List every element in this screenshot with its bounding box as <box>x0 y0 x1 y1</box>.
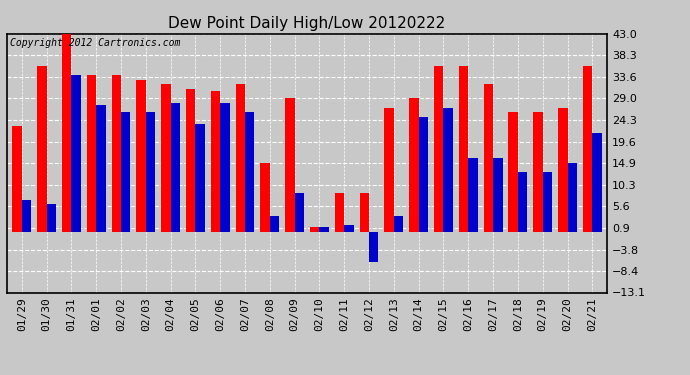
Bar <box>319 228 329 232</box>
Bar <box>96 105 106 232</box>
Bar <box>146 112 155 232</box>
Title: Dew Point Daily High/Low 20120222: Dew Point Daily High/Low 20120222 <box>168 16 446 31</box>
Bar <box>195 124 205 232</box>
Bar <box>310 228 319 232</box>
Bar <box>260 163 270 232</box>
Bar <box>394 216 403 232</box>
Bar <box>484 84 493 232</box>
Bar <box>518 172 527 232</box>
Bar <box>444 108 453 232</box>
Bar <box>493 158 502 232</box>
Bar <box>434 66 444 232</box>
Bar <box>344 225 354 232</box>
Bar <box>112 75 121 232</box>
Bar <box>121 112 130 232</box>
Bar <box>384 108 394 232</box>
Bar <box>592 133 602 232</box>
Bar <box>295 193 304 232</box>
Bar <box>62 34 71 232</box>
Bar <box>409 98 419 232</box>
Bar <box>469 158 477 232</box>
Bar <box>285 98 295 232</box>
Bar <box>211 92 220 232</box>
Bar <box>270 216 279 232</box>
Bar <box>459 66 469 232</box>
Bar <box>22 200 31 232</box>
Bar <box>583 66 592 232</box>
Bar <box>235 84 245 232</box>
Bar <box>509 112 518 232</box>
Bar <box>543 172 552 232</box>
Bar <box>220 103 230 232</box>
Bar <box>359 193 369 232</box>
Bar <box>335 193 344 232</box>
Bar <box>71 75 81 232</box>
Bar <box>419 117 428 232</box>
Bar <box>137 80 146 232</box>
Bar <box>369 232 379 262</box>
Bar <box>161 84 170 232</box>
Bar <box>245 112 255 232</box>
Bar <box>87 75 96 232</box>
Bar <box>47 204 56 232</box>
Bar <box>533 112 543 232</box>
Bar <box>186 89 195 232</box>
Bar <box>558 108 567 232</box>
Bar <box>12 126 22 232</box>
Bar <box>37 66 47 232</box>
Bar <box>170 103 180 232</box>
Text: Copyright 2012 Cartronics.com: Copyright 2012 Cartronics.com <box>10 38 180 48</box>
Bar <box>567 163 577 232</box>
